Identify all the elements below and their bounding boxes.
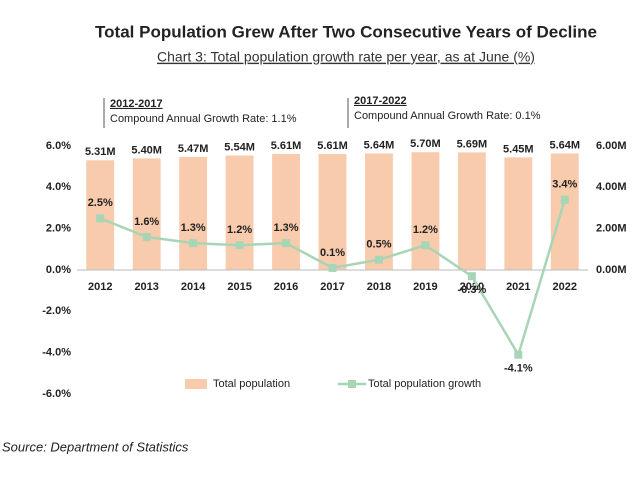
- bar: [504, 157, 533, 270]
- bar-value-label: 5.64M: [549, 139, 580, 151]
- annotation: Compound Annual Growth Rate: 0.1%: [354, 110, 541, 122]
- bar-value-label: 5.70M: [410, 138, 441, 150]
- x-tick-label: 2018: [367, 281, 391, 293]
- bar-value-label: 5.61M: [317, 140, 348, 152]
- y2-tick-label: 0.00M: [596, 264, 627, 276]
- annotation: Compound Annual Growth Rate: 1.1%: [110, 113, 297, 125]
- marker: [374, 255, 383, 264]
- bar: [225, 155, 254, 270]
- line-value-label: 1.3%: [274, 222, 299, 234]
- marker: [142, 232, 151, 241]
- bar-value-label: 5.54M: [224, 141, 255, 153]
- line-value-label: 3.4%: [552, 179, 577, 191]
- y2-tick-label: 6.00M: [596, 140, 627, 152]
- bar: [272, 154, 300, 270]
- x-tick-label: 2021: [506, 281, 530, 293]
- marker: [235, 241, 244, 250]
- line-value-label: 0.1%: [320, 247, 345, 259]
- line-value-label: -4.1%: [504, 363, 533, 375]
- x-tick-label: 2022: [553, 281, 577, 293]
- legend-swatch: [348, 380, 356, 388]
- line-value-label: 2.5%: [88, 197, 113, 209]
- annotation: 2017-2022: [354, 95, 407, 107]
- y-tick-label: 6.0%: [46, 140, 71, 152]
- marker: [467, 272, 476, 281]
- y-tick-label: 4.0%: [46, 181, 71, 193]
- x-tick-label: 2016: [274, 281, 298, 293]
- annotation: 2012-2017: [110, 98, 163, 110]
- marker: [189, 239, 198, 248]
- marker: [560, 195, 569, 204]
- bar: [457, 152, 486, 270]
- y-tick-label: -2.0%: [42, 305, 71, 317]
- source: Source: Department of Statistics: [2, 439, 189, 454]
- marker: [282, 239, 291, 248]
- bar: [365, 153, 393, 270]
- x-tick-label: 2017: [320, 281, 344, 293]
- y2-tick-label: 4.00M: [596, 181, 627, 193]
- line-value-label: 1.6%: [134, 216, 159, 228]
- x-tick-label: 2019: [413, 281, 437, 293]
- legend-label: Total population growth: [368, 378, 481, 390]
- y-tick-label: -4.0%: [42, 347, 71, 359]
- y-tick-label: 2.0%: [46, 223, 71, 235]
- bar-value-label: 5.47M: [178, 143, 209, 155]
- marker: [421, 241, 430, 250]
- legend-label: Total population: [213, 378, 290, 390]
- bar: [179, 156, 208, 270]
- x-tick-label: 2012: [88, 281, 112, 293]
- bar-value-label: 5.61M: [271, 140, 302, 152]
- legend-swatch: [185, 379, 207, 389]
- x-tick-label: 2015: [227, 281, 251, 293]
- y2-tick-label: 2.00M: [596, 223, 627, 235]
- chart-subtitle: Chart 3: Total population growth rate pe…: [157, 49, 535, 65]
- bar-value-label: 5.69M: [457, 138, 488, 150]
- bar-value-label: 5.31M: [85, 146, 116, 158]
- y-tick-label: -6.0%: [42, 388, 71, 400]
- bar-value-label: 5.45M: [503, 143, 534, 155]
- y-tick-label: 0.0%: [46, 264, 71, 276]
- bar: [318, 154, 347, 270]
- x-tick-label: 2013: [134, 281, 158, 293]
- marker: [96, 214, 105, 223]
- line-value-label: -0.3%: [457, 284, 486, 296]
- bar-value-label: 5.40M: [131, 144, 162, 156]
- line-value-label: 1.2%: [413, 224, 438, 236]
- bar-value-label: 5.64M: [364, 139, 395, 151]
- marker: [514, 350, 523, 359]
- line-value-label: 1.3%: [181, 222, 206, 234]
- bar: [132, 158, 161, 270]
- chart-title: Total Population Grew After Two Consecut…: [95, 22, 597, 41]
- line-value-label: 0.5%: [366, 239, 391, 251]
- bar: [550, 153, 579, 270]
- marker: [328, 263, 337, 272]
- x-tick-label: 2014: [181, 281, 206, 293]
- x-tick-label: 2020: [460, 281, 484, 293]
- line-value-label: 1.2%: [227, 224, 252, 236]
